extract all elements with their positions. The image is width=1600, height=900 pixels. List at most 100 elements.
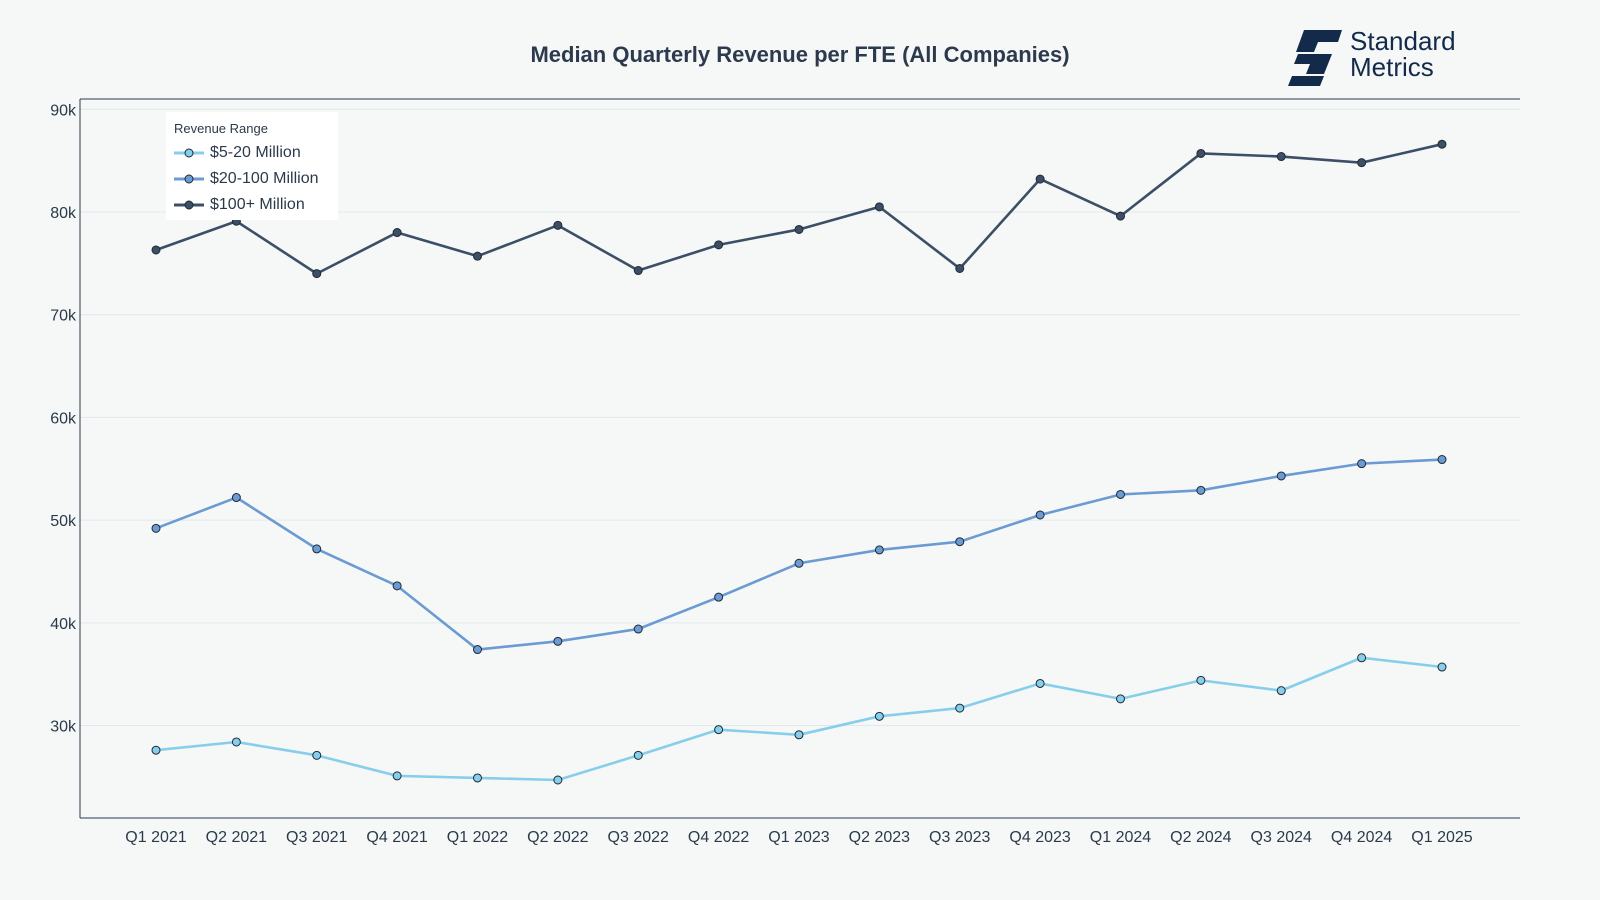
data-point-series-0[interactable] xyxy=(794,730,804,740)
series-line-0 xyxy=(155,656,1443,782)
data-point-series-2[interactable] xyxy=(312,269,322,279)
data-point-series-2[interactable] xyxy=(874,202,884,212)
data-point-series-2[interactable] xyxy=(1035,174,1045,184)
x-tick-label: Q3 2023 xyxy=(929,829,990,846)
data-point-series-0[interactable] xyxy=(633,750,643,760)
data-point-series-1[interactable] xyxy=(1437,455,1447,465)
legend-label: $5-20 Million xyxy=(210,144,301,161)
legend-swatch-100m-plus xyxy=(174,200,204,210)
series-line-1 xyxy=(155,458,1443,651)
data-point-series-1[interactable] xyxy=(633,624,643,634)
x-tick-label: Q4 2024 xyxy=(1331,829,1392,846)
data-point-series-2[interactable] xyxy=(1116,211,1125,221)
legend: Revenue Range $5-20 Million $20-100 Mill… xyxy=(166,112,338,220)
data-point-series-0[interactable] xyxy=(392,771,402,781)
data-point-series-0[interactable] xyxy=(1357,653,1367,663)
x-tick-label: Q1 2023 xyxy=(768,829,829,846)
data-point-series-0[interactable] xyxy=(1276,686,1286,696)
data-point-series-0[interactable] xyxy=(1196,675,1206,685)
data-point-series-0[interactable] xyxy=(874,711,884,721)
data-point-series-0[interactable] xyxy=(955,703,965,713)
x-tick-label: Q2 2022 xyxy=(527,829,588,846)
data-point-series-2[interactable] xyxy=(1276,152,1286,162)
x-tick-label: Q3 2022 xyxy=(608,829,669,846)
data-point-series-1[interactable] xyxy=(955,537,965,547)
legend-item-5-20m[interactable]: $5-20 Million xyxy=(174,142,301,164)
data-point-series-2[interactable] xyxy=(1357,158,1367,168)
data-point-series-1[interactable] xyxy=(151,523,161,533)
brand-line-2: Metrics xyxy=(1350,52,1434,82)
x-tick-label: Q1 2021 xyxy=(125,829,186,846)
data-point-series-2[interactable] xyxy=(553,220,563,230)
data-point-series-2[interactable] xyxy=(1196,148,1206,158)
x-tick-label: Q1 2024 xyxy=(1090,829,1151,846)
brand-wordmark: Standard Metrics xyxy=(1350,28,1456,80)
x-tick-label: Q3 2021 xyxy=(286,829,347,846)
label-layer: 30k 40k 50k 60k 70k 80k 90k Q1 2021 Q2 2021 Q3 20… xyxy=(50,102,1473,846)
data-point-series-0[interactable] xyxy=(151,745,161,755)
x-tick-label: Q4 2023 xyxy=(1009,829,1070,846)
data-point-series-1[interactable] xyxy=(553,636,563,646)
legend-swatch-5-20m xyxy=(174,148,204,158)
data-point-series-1[interactable] xyxy=(714,592,724,602)
data-point-series-1[interactable] xyxy=(1196,485,1206,495)
series-layer xyxy=(151,139,1447,785)
y-tick-label: 60k xyxy=(50,410,77,427)
y-tick-label: 30k xyxy=(50,719,77,736)
y-tick-label: 90k xyxy=(50,102,77,119)
standard-metrics-logo-icon xyxy=(1288,30,1342,86)
data-point-series-2[interactable] xyxy=(1437,139,1447,149)
legend-swatch-20-100m xyxy=(174,174,204,184)
x-tick-label: Q1 2025 xyxy=(1411,829,1472,846)
legend-label: $100+ Million xyxy=(210,196,305,213)
legend-item-20-100m[interactable]: $20-100 Million xyxy=(174,168,319,190)
x-tick-label: Q2 2023 xyxy=(849,829,910,846)
data-point-series-0[interactable] xyxy=(1035,678,1045,688)
legend-title: Revenue Range xyxy=(174,121,268,136)
series-line-2 xyxy=(155,142,1443,275)
data-point-series-1[interactable] xyxy=(392,581,402,591)
y-tick-label: 50k xyxy=(50,513,77,530)
x-tick-label: Q4 2021 xyxy=(366,829,427,846)
data-point-series-2[interactable] xyxy=(473,251,482,261)
x-tick-label: Q1 2022 xyxy=(447,829,508,846)
legend-item-100m-plus[interactable]: $100+ Million xyxy=(174,194,305,216)
data-point-series-0[interactable] xyxy=(231,737,241,747)
x-tick-label: Q3 2024 xyxy=(1251,829,1312,846)
grid-layer xyxy=(80,108,1520,727)
brand-logo: Standard Metrics xyxy=(1288,28,1488,88)
brand-line-1: Standard xyxy=(1350,26,1456,56)
data-point-series-0[interactable] xyxy=(1437,662,1447,672)
y-tick-label: 70k xyxy=(50,308,77,325)
data-point-series-1[interactable] xyxy=(473,645,482,655)
chart-title: Median Quarterly Revenue per FTE (All Co… xyxy=(530,42,1070,67)
data-point-series-2[interactable] xyxy=(955,263,965,273)
data-point-series-0[interactable] xyxy=(553,775,563,785)
x-tick-label: Q2 2021 xyxy=(206,829,267,846)
y-tick-label: 40k xyxy=(50,616,77,633)
data-point-series-0[interactable] xyxy=(1116,694,1125,704)
data-point-series-2[interactable] xyxy=(392,228,402,238)
data-point-series-0[interactable] xyxy=(312,750,322,760)
data-point-series-1[interactable] xyxy=(874,545,884,555)
data-point-series-2[interactable] xyxy=(151,245,161,255)
x-tick-label: Q4 2022 xyxy=(688,829,749,846)
y-tick-label: 80k xyxy=(50,205,77,222)
axis-layer xyxy=(79,98,1520,819)
x-tick-label: Q2 2024 xyxy=(1170,829,1231,846)
data-point-series-1[interactable] xyxy=(231,493,241,503)
legend-label: $20-100 Million xyxy=(210,170,319,187)
data-point-series-0[interactable] xyxy=(473,773,482,783)
data-point-series-1[interactable] xyxy=(1116,489,1125,499)
data-point-series-0[interactable] xyxy=(714,725,724,735)
data-point-series-1[interactable] xyxy=(1276,471,1286,481)
data-point-series-1[interactable] xyxy=(1357,459,1367,469)
data-point-series-1[interactable] xyxy=(1035,510,1045,520)
data-point-series-1[interactable] xyxy=(312,544,322,554)
data-point-series-1[interactable] xyxy=(794,558,804,568)
data-point-series-2[interactable] xyxy=(794,224,804,234)
data-point-series-2[interactable] xyxy=(633,266,643,276)
data-point-series-2[interactable] xyxy=(714,240,724,250)
